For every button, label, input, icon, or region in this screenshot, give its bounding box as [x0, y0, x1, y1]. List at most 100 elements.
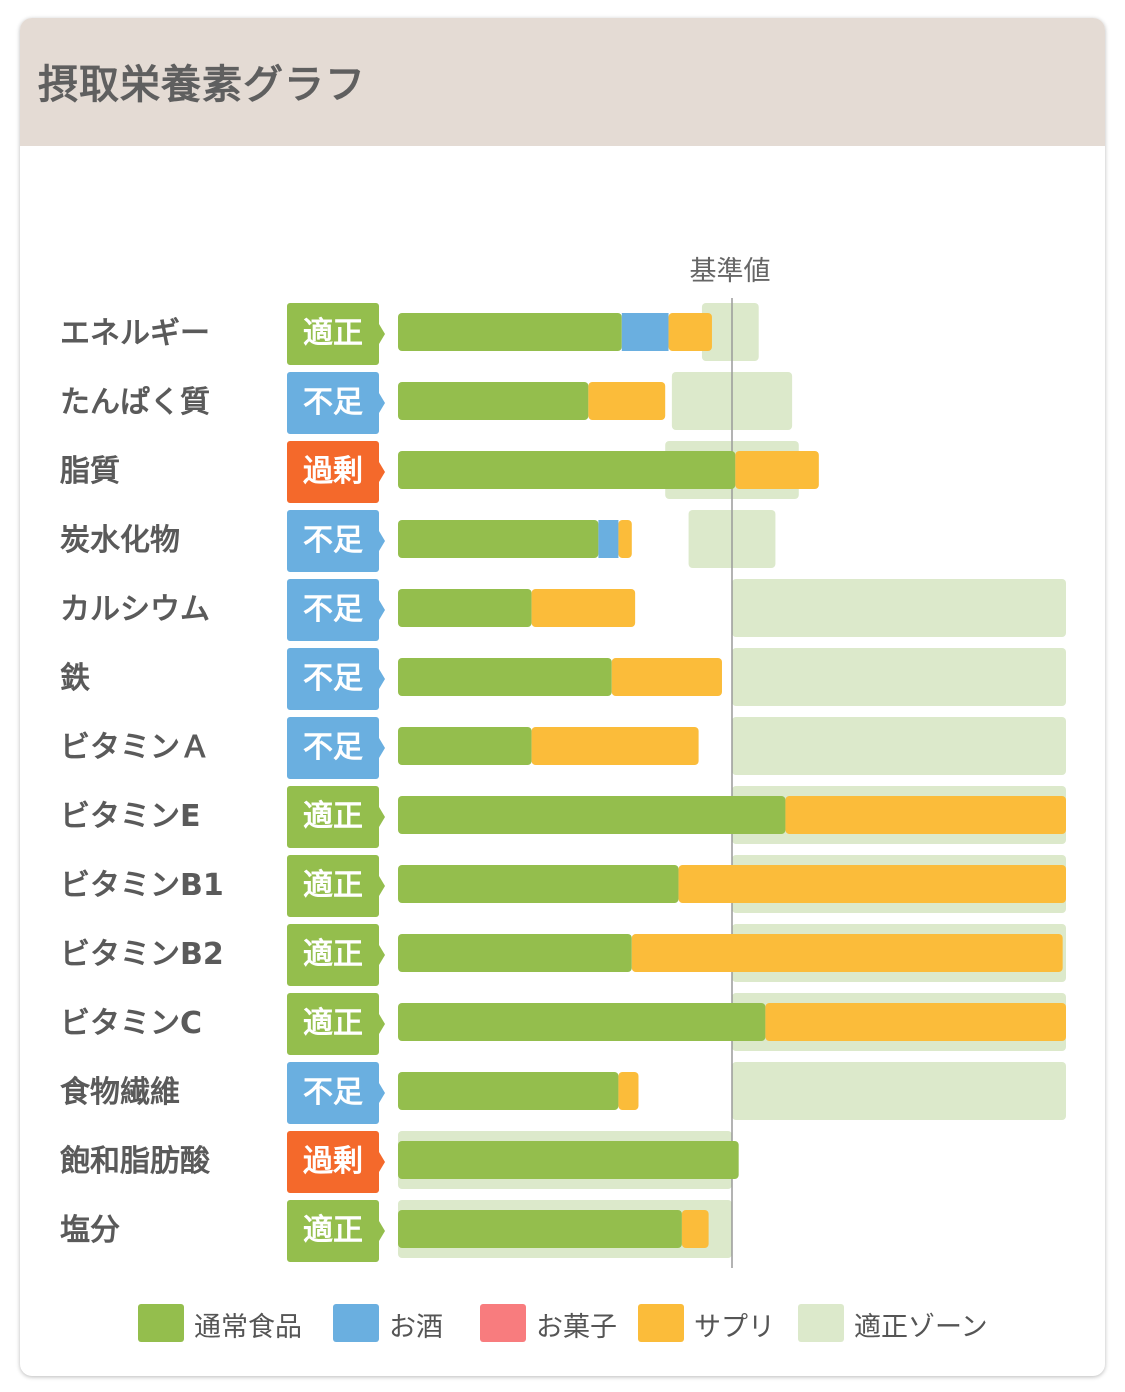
nutrient-label: 脂質 [60, 454, 120, 489]
nutrient-row: 食物繊維 不足 [60, 1062, 639, 1124]
bar-segment-supplement [681, 1210, 709, 1248]
status-badge-label: 不足 [303, 1075, 363, 1110]
status-badge [287, 441, 385, 503]
nutrient-row: 鉄 不足 [60, 648, 722, 710]
appropriate-zone [732, 648, 1066, 706]
bar-segment-normal-food [398, 658, 612, 696]
legend-label: お菓子 [536, 1312, 617, 1343]
status-badge-label: 適正 [303, 1006, 363, 1041]
nutrient-label: 飽和脂肪酸 [60, 1144, 211, 1179]
nutrient-row: 脂質 過剰 [60, 441, 819, 503]
legend-label: 通常食品 [194, 1312, 302, 1343]
nutrient-row: 飽和脂肪酸 過剰 [60, 1131, 739, 1193]
card-header: 摂取栄養素グラフ [20, 18, 1105, 146]
nutrient-row: カルシウム 不足 [60, 579, 636, 641]
appropriate-zone [732, 579, 1066, 637]
bar-segment-normal-food [398, 1141, 739, 1179]
nutrient-row: 炭水化物 不足 [60, 510, 632, 572]
status-badge [287, 786, 385, 848]
status-badge [287, 1062, 385, 1124]
status-badge-label: 過剰 [303, 454, 363, 489]
status-badge-label: 不足 [303, 523, 363, 558]
nutrient-row: ビタミンB1 適正 [60, 855, 1066, 917]
bar-segment-supplement [735, 451, 819, 489]
status-badge-label: 適正 [303, 868, 363, 903]
status-badge-label: 不足 [303, 661, 363, 696]
nutrient-label: たんぱく質 [60, 385, 210, 420]
legend-swatch [638, 1304, 684, 1342]
bar-segment-supplement [531, 589, 636, 627]
status-badge [287, 924, 385, 986]
bar-segment-supplement [785, 796, 1066, 834]
nutrient-row: 塩分 適正 [60, 1200, 709, 1262]
nutrient-label: エネルギー [60, 316, 210, 351]
nutrient-label: ビタミンＡ [60, 730, 210, 765]
chart-legend: 通常食品 お酒 お菓子 サプリ 適正ゾーン [20, 1300, 1105, 1350]
nutrient-label: 塩分 [60, 1213, 120, 1248]
nutrient-row: ビタミンE 適正 [60, 786, 1066, 848]
bar-segment-normal-food [398, 796, 786, 834]
bar-segment-supplement [611, 658, 722, 696]
card-title: 摂取栄養素グラフ [38, 62, 366, 108]
nutrient-row: エネルギー 適正 [60, 303, 712, 365]
legend-label: サプリ [694, 1312, 775, 1343]
status-badge [287, 510, 385, 572]
status-badge-label: 不足 [303, 385, 363, 420]
status-badge [287, 648, 385, 710]
appropriate-zone [701, 303, 759, 361]
bar-segment-normal-food [398, 934, 632, 972]
status-badge-label: 過剰 [303, 1144, 363, 1179]
bar-segment-normal-food [398, 589, 532, 627]
bar-segment-supplement [631, 934, 1063, 972]
bar-segment-supplement [531, 727, 699, 765]
nutrient-label: ビタミンB2 [60, 937, 224, 972]
status-badge-label: 適正 [303, 937, 363, 972]
nutrient-row: ビタミンC 適正 [60, 993, 1066, 1055]
bar-segment-supplement [765, 1003, 1066, 1041]
status-badge-label: 適正 [303, 316, 363, 351]
bar-segment-normal-food [398, 727, 532, 765]
nutrient-label: ビタミンE [60, 799, 201, 834]
status-badge [287, 993, 385, 1055]
bar-segment-normal-food [398, 520, 599, 558]
bar-segment-supplement [588, 382, 666, 420]
bar-segment-supplement [668, 313, 712, 351]
status-badge [287, 1131, 385, 1193]
nutrient-row: ビタミンB2 適正 [60, 924, 1063, 986]
bar-segment-supplement [678, 865, 1066, 903]
status-badge [287, 303, 385, 365]
nutrient-label: ビタミンC [60, 1006, 202, 1041]
legend-swatch [480, 1304, 526, 1342]
legend-label: お酒 [389, 1312, 443, 1343]
nutrient-row: ビタミンＡ 不足 [60, 717, 699, 779]
bar-segment-supplement [618, 1072, 639, 1110]
status-badge [287, 372, 385, 434]
bar-segment-alcohol [621, 313, 669, 351]
reference-label: 基準値 [690, 256, 771, 287]
nutrient-label: 鉄 [60, 661, 90, 696]
bar-segment-normal-food [398, 313, 622, 351]
nutrient-label: ビタミンB1 [60, 868, 224, 903]
bar-segment-normal-food [398, 1210, 682, 1248]
legend-label: 適正ゾーン [854, 1312, 988, 1343]
status-badge [287, 1200, 385, 1262]
bar-segment-normal-food [398, 382, 589, 420]
nutrient-graph-card: 摂取栄養素グラフ 基準値 エネルギー 適正 たんぱく質 不足 脂質 過剰 炭水化物 不足 カルシウ… [20, 18, 1105, 1376]
bar-segment-normal-food [398, 451, 736, 489]
appropriate-zone [732, 1062, 1066, 1120]
legend-swatch [798, 1304, 844, 1342]
status-badge-label: 適正 [303, 1213, 363, 1248]
nutrient-label: 食物繊維 [60, 1075, 180, 1110]
status-badge-label: 不足 [303, 592, 363, 627]
bar-segment-normal-food [398, 1003, 766, 1041]
bar-segment-normal-food [398, 1072, 619, 1110]
appropriate-zone [732, 717, 1066, 775]
bar-segment-alcohol [598, 520, 619, 558]
status-badge [287, 855, 385, 917]
nutrient-label: 炭水化物 [60, 523, 180, 558]
status-badge [287, 717, 385, 779]
status-badge [287, 579, 385, 641]
legend-swatch [138, 1304, 184, 1342]
legend-swatch [333, 1304, 379, 1342]
